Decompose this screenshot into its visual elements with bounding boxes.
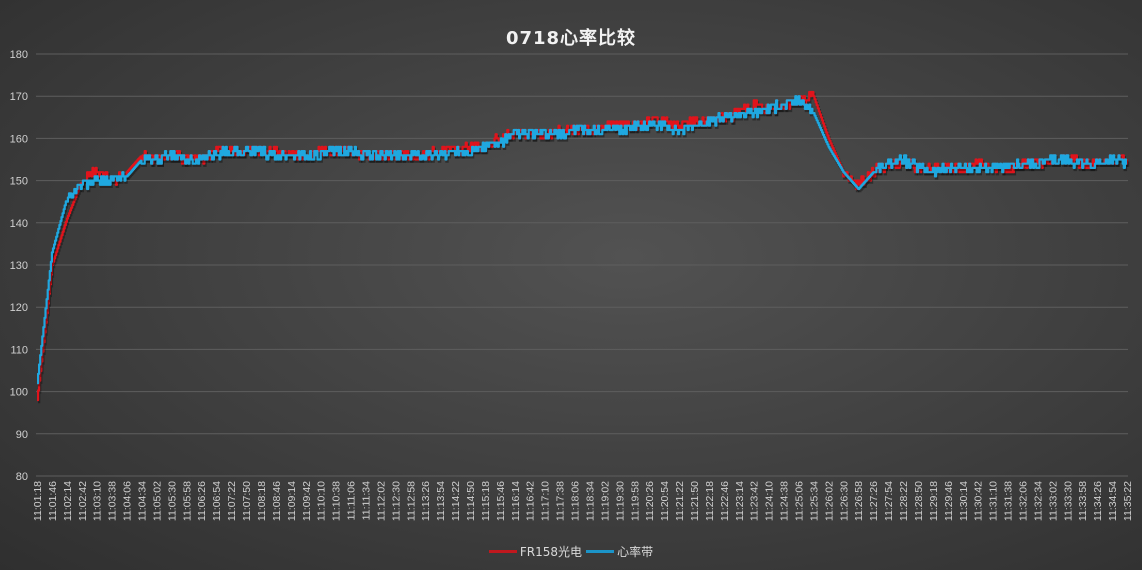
x-tick-label: 11:34:26	[1092, 481, 1104, 521]
x-tick-label: 11:31:38	[1003, 481, 1015, 521]
x-tick-label: 11:17:10	[540, 481, 552, 521]
x-tick-label: 11:03:10	[92, 481, 104, 521]
legend: FR158光电 心率带	[0, 543, 1142, 560]
x-tick-label: 11:28:50	[913, 481, 925, 521]
x-tick-label: 11:01:18	[32, 481, 44, 521]
x-tick-label: 11:09:42	[301, 481, 313, 521]
x-tick-label: 11:18:06	[570, 481, 582, 521]
y-tick-label: 160	[10, 133, 28, 145]
x-tick-label: 11:29:46	[943, 481, 955, 521]
x-tick-label: 11:22:46	[719, 481, 731, 521]
x-tick-label: 11:15:18	[480, 481, 492, 521]
x-tick-label: 11:23:14	[734, 481, 746, 521]
x-tick-label: 11:21:50	[689, 481, 701, 521]
x-tick-label: 11:08:18	[256, 481, 268, 521]
x-tick-label: 11:24:38	[779, 481, 791, 521]
x-tick-label: 11:16:42	[525, 481, 537, 521]
x-tick-label: 11:27:26	[868, 481, 880, 521]
x-tick-label: 11:25:34	[808, 481, 820, 521]
x-axis: 11:01:18 11:01:46 11:02:14 11:02:42 11:03:10…	[32, 481, 1134, 521]
y-tick-label: 150	[10, 176, 28, 188]
x-tick-label: 11:04:06	[122, 481, 134, 521]
x-tick-label: 11:20:26	[644, 481, 656, 521]
x-tick-label: 11:29:18	[928, 481, 940, 521]
x-tick-label: 11:13:54	[435, 481, 447, 521]
x-tick-label: 11:17:38	[555, 481, 567, 521]
x-tick-label: 11:31:10	[988, 481, 1000, 521]
x-tick-label: 11:19:02	[599, 481, 611, 521]
y-tick-label: 90	[16, 429, 28, 441]
x-tick-label: 11:10:38	[331, 481, 343, 521]
x-tick-label: 11:26:30	[838, 481, 850, 521]
x-tick-label: 11:30:42	[973, 481, 985, 521]
y-tick-label: 180	[10, 49, 28, 61]
x-tick-label: 11:35:22	[1122, 481, 1134, 521]
x-tick-label: 11:15:46	[495, 481, 507, 521]
x-tick-label: 11:02:14	[62, 481, 74, 521]
x-tick-label: 11:08:46	[271, 481, 283, 521]
x-tick-label: 11:14:50	[465, 481, 477, 521]
x-tick-label: 11:26:58	[853, 481, 865, 521]
y-tick-label: 140	[10, 218, 28, 230]
legend-label: 心率带	[617, 545, 654, 559]
y-tick-label: 120	[10, 302, 28, 314]
x-tick-label: 11:13:26	[420, 481, 432, 521]
x-tick-label: 11:23:42	[749, 481, 761, 521]
x-tick-label: 11:11:34	[360, 481, 372, 520]
x-tick-label: 11:19:30	[614, 481, 626, 521]
x-tick-label: 11:01:46	[47, 481, 59, 521]
x-tick-label: 11:33:02	[1047, 481, 1059, 521]
x-tick-label: 11:10:10	[316, 481, 328, 521]
x-tick-label: 11:27:54	[883, 481, 895, 521]
legend-item-fr158[interactable]: FR158光电	[488, 543, 583, 560]
x-tick-label: 11:20:54	[659, 481, 671, 521]
x-tick-label: 11:34:54	[1107, 481, 1119, 521]
x-tick-label: 11:24:10	[764, 481, 776, 521]
x-tick-label: 11:21:22	[674, 481, 686, 521]
x-tick-label: 11:16:14	[510, 481, 522, 521]
y-tick-label: 80	[16, 471, 28, 483]
y-tick-label: 110	[10, 344, 28, 356]
x-tick-label: 11:19:58	[629, 481, 641, 521]
x-tick-label: 11:32:34	[1032, 481, 1044, 521]
x-tick-label: 11:12:58	[405, 481, 417, 521]
red-line-swatch-icon	[488, 550, 517, 553]
y-tick-label: 130	[10, 260, 28, 272]
x-tick-label: 11:04:34	[137, 481, 149, 521]
x-tick-label: 11:25:06	[794, 481, 806, 521]
x-tick-label: 11:30:14	[958, 481, 970, 521]
x-tick-label: 11:32:06	[1017, 481, 1029, 521]
legend-item-hr-strap[interactable]: 心率带	[586, 543, 653, 560]
blue-line-swatch-icon	[586, 550, 615, 553]
x-tick-label: 11:14:22	[450, 481, 462, 521]
x-tick-label: 11:05:02	[151, 481, 163, 521]
plot-series	[37, 90, 1130, 404]
y-tick-label: 170	[10, 91, 28, 103]
x-tick-label: 11:06:26	[196, 481, 208, 521]
x-tick-label: 11:05:30	[166, 481, 178, 521]
x-tick-label: 11:07:50	[241, 481, 253, 521]
series-line-hr-strap	[37, 95, 1127, 385]
chart-title: 0718心率比较	[505, 28, 637, 49]
x-tick-label: 11:11:06	[346, 481, 358, 520]
x-tick-label: 11:06:54	[211, 481, 223, 521]
x-tick-label: 11:05:58	[181, 481, 193, 521]
x-tick-label: 11:28:22	[898, 481, 910, 521]
y-axis: 80 90 100 110 120 130 140 150 160 170 180	[10, 49, 28, 483]
x-tick-label: 11:03:38	[107, 481, 119, 521]
x-tick-label: 11:12:02	[375, 481, 387, 521]
x-tick-label: 11:33:30	[1062, 481, 1074, 521]
gridlines	[36, 53, 1128, 477]
x-tick-label: 11:26:02	[823, 481, 835, 521]
x-tick-label: 11:12:30	[390, 481, 402, 521]
x-tick-label: 11:33:58	[1077, 481, 1089, 521]
y-tick-label: 100	[10, 387, 28, 399]
x-tick-label: 11:02:42	[77, 481, 89, 521]
x-tick-label: 11:09:14	[286, 481, 298, 521]
x-tick-label: 11:22:18	[704, 481, 716, 521]
x-tick-label: 11:07:22	[226, 481, 238, 521]
x-tick-label: 11:18:34	[584, 481, 596, 521]
legend-label: FR158光电	[519, 545, 583, 559]
